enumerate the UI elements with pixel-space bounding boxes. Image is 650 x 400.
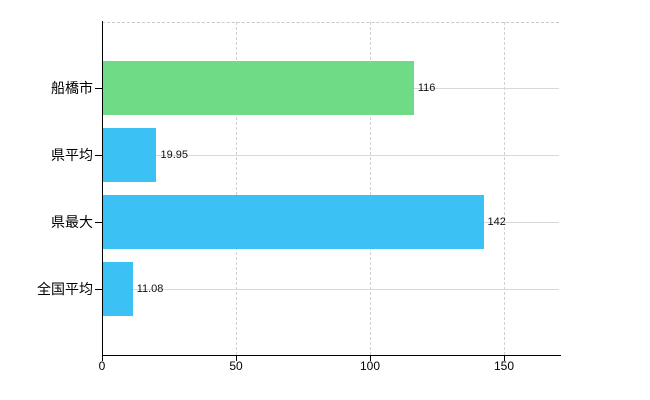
x-axis-tick [102,355,103,361]
x-axis-tick [236,355,237,361]
bar-value-label: 142 [487,216,506,228]
y-axis-tick [95,88,102,89]
horizontal-gridline [103,289,559,290]
vertical-gridline [236,22,237,355]
bar-pref-max [103,195,484,249]
category-label-pref-average: 県平均 [51,147,93,163]
vertical-gridline [504,22,505,355]
bar-national-average [103,262,133,316]
plot-top-border [102,22,559,23]
vertical-gridline [370,22,371,355]
bar-funabashi [103,61,414,115]
category-label-funabashi: 船橋市 [51,80,93,96]
category-label-pref-max: 県最大 [51,214,93,230]
bar-pref-average [103,128,157,182]
x-tick-label-150: 150 [493,359,515,373]
horizontal-gridline [103,155,559,156]
category-label-national-average: 全国平均 [37,281,93,297]
x-tick-label-0: 0 [98,359,106,373]
x-tick-label-100: 100 [359,359,381,373]
bar-value-label: 11.08 [136,283,164,295]
y-axis-tick [95,289,102,290]
y-axis-line [102,21,103,355]
x-axis-tick [504,355,505,361]
x-axis-tick [370,355,371,361]
y-axis-tick [95,222,102,223]
bar-value-label: 116 [417,82,436,94]
bar-value-label: 19.95 [160,149,188,161]
x-tick-label-50: 50 [229,359,243,373]
y-axis-tick [95,155,102,156]
x-axis-line [102,355,561,356]
